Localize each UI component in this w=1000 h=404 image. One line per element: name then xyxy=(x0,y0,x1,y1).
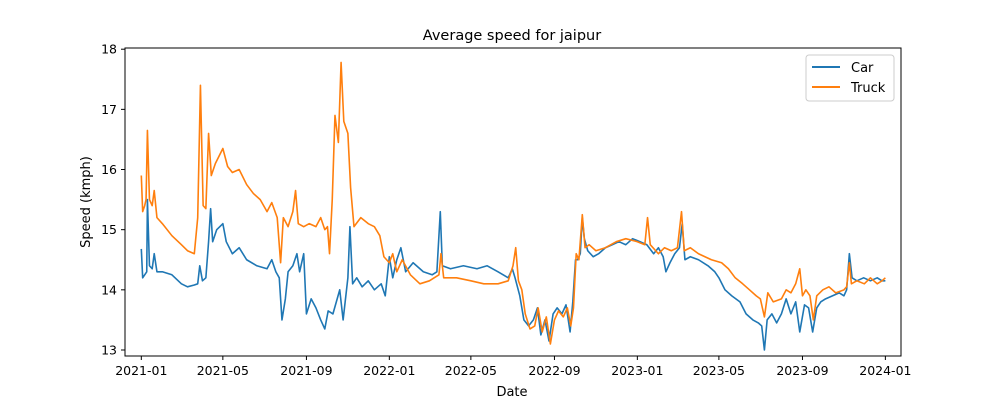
series-layer xyxy=(140,61,886,351)
y-axis: 13 14 15 16 17 18 xyxy=(101,42,125,357)
x-tick-label: 2022-01 xyxy=(363,363,415,378)
y-axis-label: Speed (kmph) xyxy=(79,156,94,248)
legend-car-label: Car xyxy=(851,61,874,76)
x-tick-label: 2021-09 xyxy=(280,363,332,378)
y-tick-label: 16 xyxy=(101,162,117,177)
x-tick-label: 2022-09 xyxy=(528,363,580,378)
chart-title: Average speed for jaipur xyxy=(423,28,601,44)
legend-truck-label: Truck xyxy=(850,81,886,96)
y-tick-label: 18 xyxy=(101,42,117,57)
x-axis-label: Date xyxy=(496,385,527,400)
x-tick-label: 2024-01 xyxy=(859,363,911,378)
x-tick-label: 2023-09 xyxy=(776,363,828,378)
series-line-truck xyxy=(140,61,886,345)
x-tick-label: 2021-01 xyxy=(115,363,167,378)
x-tick-label: 2022-05 xyxy=(445,363,497,378)
y-tick-label: 17 xyxy=(101,102,117,117)
y-tick-label: 13 xyxy=(101,342,117,357)
y-tick-label: 14 xyxy=(101,282,117,297)
legend: Car Truck xyxy=(805,54,895,102)
x-tick-label: 2023-05 xyxy=(693,363,745,378)
x-tick-label: 2021-05 xyxy=(197,363,249,378)
plot-frame xyxy=(124,47,902,357)
x-tick-label: 2023-01 xyxy=(611,363,663,378)
series-line-car xyxy=(140,198,886,351)
x-axis: 2021-01 2021-05 2021-09 2022-01 2022-05 2022-… xyxy=(115,356,911,378)
y-tick-label: 15 xyxy=(101,222,117,237)
